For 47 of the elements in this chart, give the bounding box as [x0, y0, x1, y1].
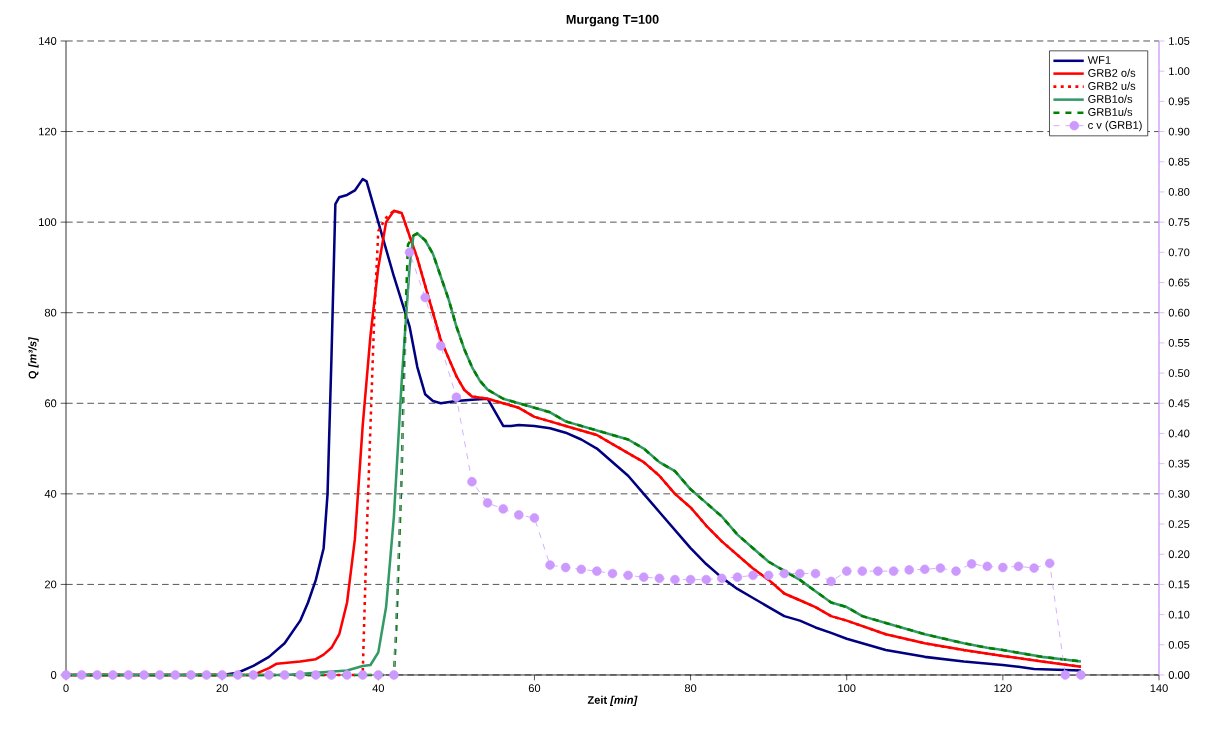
y-axis-title: Q [m³/s] [28, 336, 39, 379]
y-tick-label: 40 [44, 489, 57, 498]
y-tick-label: 80 [44, 308, 57, 317]
y2-tick-label: 0.80 [1168, 188, 1190, 196]
y-tick-label: 100 [39, 218, 57, 227]
y2-tick-label: 0.45 [1168, 399, 1190, 408]
y2-tick-label: 0.70 [1168, 248, 1190, 257]
legend-label: GRB1o/s [1088, 94, 1133, 103]
y2-tick-label: 0.35 [1168, 459, 1190, 468]
y2-tick-label: 0.90 [1168, 127, 1190, 136]
y-tick-label: 140 [39, 37, 57, 45]
y2-tick-label: 0.50 [1168, 369, 1190, 377]
y-tick-label: 120 [39, 127, 57, 136]
y-tick-label: 60 [44, 399, 57, 408]
y2-tick-label: 0.05 [1168, 640, 1190, 649]
y-tick-label: 20 [44, 580, 57, 589]
y2-tick-label: 0.75 [1168, 218, 1190, 227]
y2-tick-label: 1.05 [1169, 37, 1190, 45]
legend-label: GRB2 u/s [1088, 81, 1136, 90]
y2-tick-label: 0.65 [1168, 278, 1190, 287]
legend-label: c v (GRB1) [1088, 120, 1142, 132]
y2-tick-label: 0.25 [1168, 520, 1190, 528]
y2-tick-label: 0.55 [1168, 338, 1190, 347]
x-tick-label: 40 [372, 684, 385, 693]
y2-tick-label: 0.15 [1168, 580, 1190, 589]
x-tick-label: 60 [528, 684, 541, 693]
x-tick-label: 0 [63, 684, 69, 693]
y2-tick-label: 1.00 [1169, 67, 1190, 76]
chart-title: Murgang T=100 [566, 14, 659, 27]
x-tick-label: 20 [216, 684, 228, 693]
y2-tick-label: 0.40 [1168, 429, 1190, 438]
y2-tick-label: 0.95 [1168, 97, 1190, 106]
legend-label: GRB2 o/s [1088, 68, 1136, 77]
x-axis-title: Zeit [min] [587, 695, 638, 707]
y2-tick-label: 0.20 [1168, 550, 1190, 559]
y2-tick-label: 0.60 [1168, 308, 1190, 317]
legend-label: WF1 [1087, 56, 1111, 64]
x-tick-label: 120 [994, 684, 1012, 693]
y2-tick-label: 0.30 [1168, 489, 1190, 498]
y2-tick-label: 0.10 [1168, 610, 1190, 619]
y2-tick-label: 0.00 [1168, 671, 1190, 679]
y2-tick-label: 0.85 [1168, 157, 1190, 166]
x-tick-label: 100 [838, 684, 856, 693]
x-tick-label: 140 [1150, 684, 1168, 693]
legend-label: GRB1u/s [1088, 107, 1133, 116]
y-tick-label: 0 [51, 671, 57, 679]
x-tick-label: 80 [684, 684, 697, 693]
